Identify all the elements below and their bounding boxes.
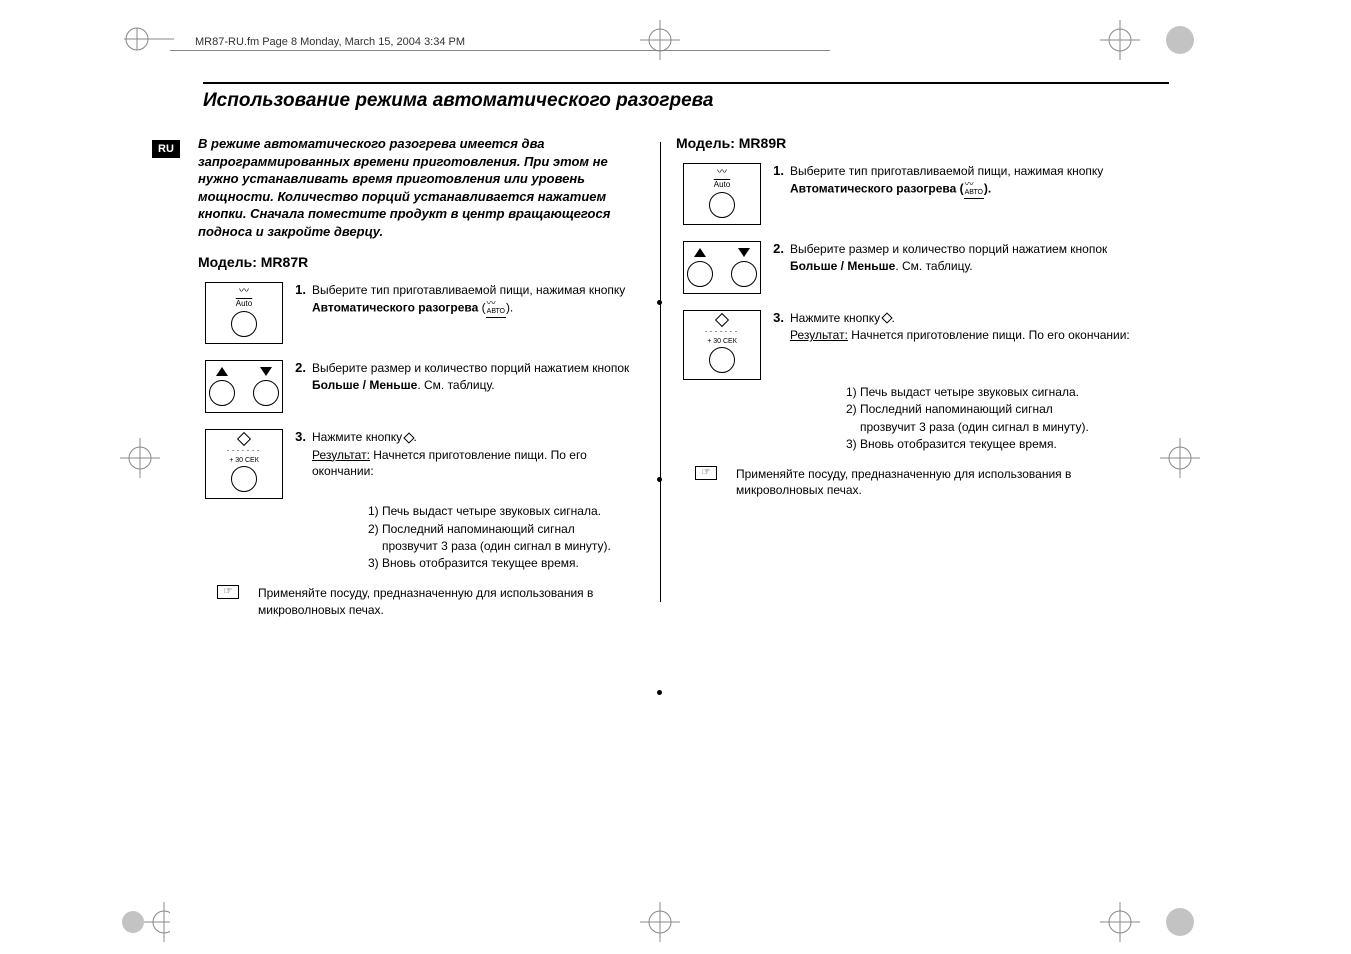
auto-reheat-button-icon: 〰 Auto [205,282,283,344]
step-num: 3. [768,310,790,325]
binding-dot [657,477,662,482]
crop-mid-left [120,438,160,478]
t: Нажмите кнопку [312,430,405,444]
intro-text: В режиме автоматического разогрева имеет… [198,135,636,240]
step-text: Нажмите кнопку . Результат: Начнется при… [790,310,1156,344]
step-num: 1. [768,163,790,178]
step-1r: 〰 Auto 1. Выберите тип приготавливаемой … [676,163,1156,225]
crop-top-left [124,26,174,52]
step-text: Нажмите кнопку . Результат: Начнется при… [312,429,636,480]
crop-bot-right-b [1160,904,1200,940]
sec-label: + 30 СЕК [707,338,737,345]
left-column: В режиме автоматического разогрева имеет… [198,135,636,618]
right-column: Модель: MR89R 〰 Auto 1. Выберите тип при… [676,135,1156,499]
step-text: Выберите тип приготавливаемой пищи, нажи… [790,163,1156,199]
crop-bot-center [640,902,680,942]
t: Выберите размер и количество порций нажа… [790,242,1107,256]
note-icon: ☞ [695,466,717,480]
page-title: Использование режима автоматического раз… [203,90,713,112]
t: 3) Вновь отобразится текущее время. [368,555,636,572]
crop-bot-right-a [1100,902,1140,942]
more-less-button-icon [205,360,283,413]
t: Больше / Меньше [790,259,895,273]
step-3: ······· + 30 СЕК 3. Нажмите кнопку . Рез… [198,429,636,499]
step-1: 〰 Auto 1. Выберите тип приготавливаемой … [198,282,636,344]
model-left: Модель: MR87R [198,254,636,270]
step-text: Выберите размер и количество порций нажа… [790,241,1156,275]
t: Выберите тип приготавливаемой пищи, нажи… [312,283,625,297]
t: прозвучит 3 раза (один сигнал в минуту). [368,538,636,555]
t: Нажмите кнопку [790,311,883,325]
result-label: Результат: [790,328,848,342]
auto-reheat-button-icon: 〰 Auto [683,163,761,225]
t: Выберите тип приготавливаемой пищи, нажи… [790,164,1103,178]
start-button-icon: ······· + 30 СЕК [205,429,283,499]
crop-bot-left [120,902,170,942]
model-right: Модель: MR89R [676,135,1156,151]
t: 2) Последний напоминающий сигнал [368,521,636,538]
ru-badge: RU [152,140,180,158]
result-lines: 1) Печь выдаст четыре звуковых сигнала. … [312,503,636,573]
page-rule [203,82,1169,84]
more-less-button-icon [683,241,761,294]
t: Автоматического разогрева [312,301,478,315]
t: прозвучит 3 раза (один сигнал в минуту). [846,419,1156,436]
step-num: 2. [768,241,790,256]
step-text: Выберите тип приготавливаемой пищи, нажи… [312,282,636,318]
t: 1) Печь выдаст четыре звуковых сигнала. [846,384,1156,401]
step-num: 3. [290,429,312,444]
doc-header: MR87-RU.fm Page 8 Monday, March 15, 2004… [195,36,465,48]
crop-top-right-b [1160,22,1200,58]
t: ). [984,181,991,195]
t: ( [478,301,485,315]
binding-dot [657,300,662,305]
result-lines: 1) Печь выдаст четыре звуковых сигнала. … [790,384,1156,454]
result-label: Результат: [312,448,370,462]
t: Больше / Меньше [312,378,417,392]
crop-top-right-a [1100,20,1140,60]
note-row: ☞ Применяйте посуду, предназначенную для… [198,585,636,619]
t: 2) Последний напоминающий сигнал [846,401,1156,418]
step-num: 1. [290,282,312,297]
t: . См. таблицу. [895,259,972,273]
start-button-icon: ······· + 30 СЕК [683,310,761,380]
note-text: Применяйте посуду, предназначенную для и… [736,466,1156,500]
t: Начнется приготовление пищи. По его окон… [848,328,1130,342]
column-divider [660,142,661,602]
auto-icon-inline: 〰АВТО [486,299,506,318]
t: Автоматического разогрева ( [790,181,964,195]
note-text: Применяйте посуду, предназначенную для и… [258,585,636,619]
sec-label: + 30 СЕК [229,457,259,464]
header-rule [170,50,830,51]
step-text: Выберите размер и количество порций нажа… [312,360,636,394]
t: ). [506,301,513,315]
note-row: ☞ Применяйте посуду, предназначенную для… [676,466,1156,500]
step-2r: 2. Выберите размер и количество порций н… [676,241,1156,294]
auto-label: Auto [714,181,730,189]
crop-top-center [640,20,680,60]
t: . См. таблицу. [417,378,494,392]
step-2: 2. Выберите размер и количество порций н… [198,360,636,413]
t: Выберите размер и количество порций нажа… [312,361,629,375]
binding-dot [657,690,662,695]
t: 1) Печь выдаст четыре звуковых сигнала. [368,503,636,520]
auto-icon-inline: 〰АВТО [964,180,984,199]
step-num: 2. [290,360,312,375]
auto-label: Auto [236,300,252,308]
t: 3) Вновь отобразится текущее время. [846,436,1156,453]
crop-mid-right [1160,438,1200,478]
note-icon: ☞ [217,585,239,599]
step-3r: ······· + 30 СЕК 3. Нажмите кнопку . Рез… [676,310,1156,380]
